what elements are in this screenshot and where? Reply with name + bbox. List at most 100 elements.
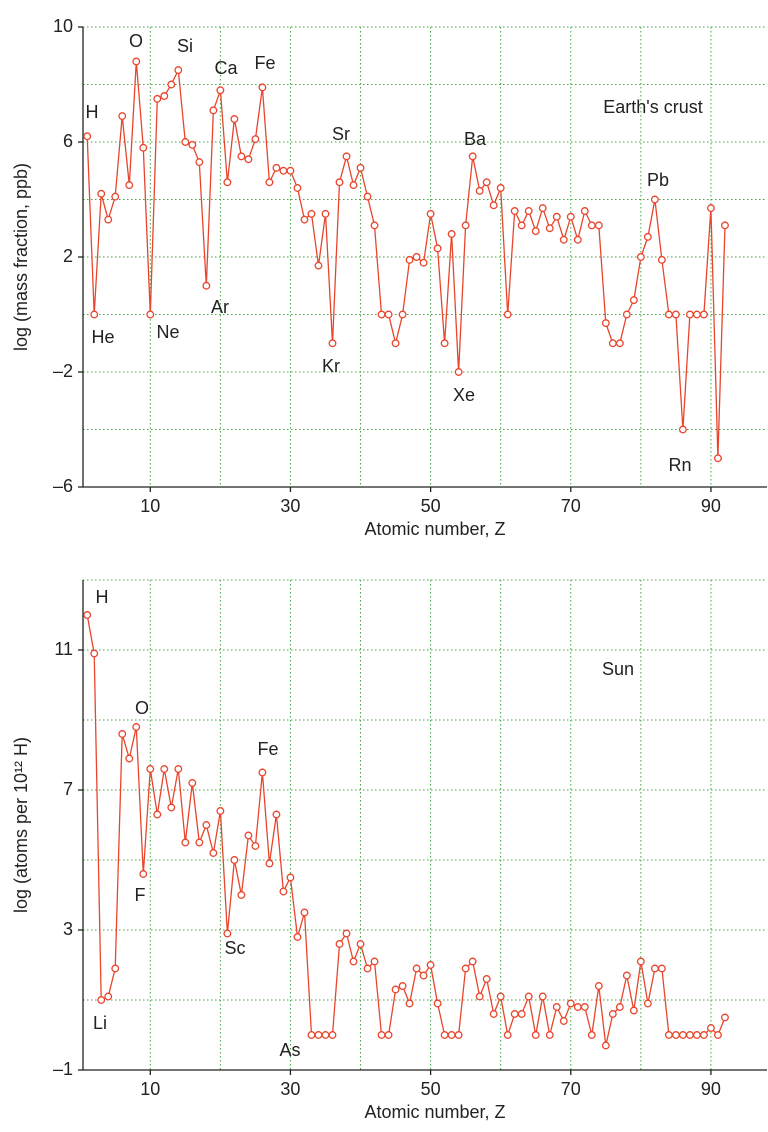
data-point [216,807,225,815]
data-point [251,135,260,144]
data-point [111,192,120,201]
data-point [531,1031,540,1039]
data-point [622,971,631,980]
data-point [314,261,323,270]
x-tick-label: 10 [140,1079,160,1099]
data-point [181,138,190,146]
data-point [132,57,141,66]
data-point [615,339,624,348]
data-point [454,368,463,376]
data-point [370,221,379,230]
annotation: Fe [254,53,275,73]
data-point [461,221,470,230]
data-point [300,215,309,224]
annotation: As [279,1040,300,1060]
data-point [258,768,267,777]
data-point [272,810,281,819]
data-point [188,140,197,149]
data-point [202,281,211,290]
data-point [279,887,288,896]
data-point [90,649,99,658]
data-point [412,964,421,973]
data-point [545,1031,554,1039]
data-point [153,810,162,819]
data-point [468,152,477,161]
data-point [552,212,561,221]
data-point [139,143,148,152]
data-point [111,964,120,973]
annotation: Ar [211,297,229,317]
y-tick-label: 3 [63,919,73,939]
data-point [475,186,484,195]
data-point [650,964,659,973]
data-point [174,66,183,75]
annotation: Sun [602,659,634,679]
data-point [678,1031,687,1039]
y-tick-label: 10 [53,16,73,36]
data-point [545,224,554,233]
data-point [195,838,204,847]
data-line [86,614,726,1046]
data-point [692,310,701,319]
data-point [671,310,680,319]
data-point [685,310,694,319]
data-point [363,964,372,973]
data-point [405,255,414,264]
data-point [503,1031,512,1039]
data-point [482,975,491,983]
data-point [139,870,148,878]
annotation: Rn [668,455,691,475]
data-point [503,310,512,319]
data-point [440,1031,449,1039]
x-axis-label: Atomic number, Z [364,519,505,539]
data-point [125,754,134,763]
annotation: Sr [332,124,350,144]
data-point [363,192,372,201]
data-point [721,1013,729,1022]
annotation: Pb [647,170,669,190]
data-point [384,1031,393,1039]
data-point [118,112,127,121]
data-point [384,310,393,319]
data-point [307,1031,316,1039]
data-point [608,339,617,348]
data-point [237,152,246,161]
data-point [377,310,386,319]
x-axis-label: Atomic number, Z [364,1102,505,1122]
data-point [230,856,239,864]
data-point [265,178,274,187]
x-tick-label: 90 [701,1079,721,1099]
data-point [90,310,99,319]
data-point [244,155,253,164]
data-point [622,310,631,319]
data-point [181,838,190,847]
annotation: Fe [257,739,278,759]
data-point [510,207,519,215]
data-point [706,1024,715,1032]
data-point [524,992,533,1001]
data-point [125,181,134,190]
data-point [146,310,155,319]
data-point [594,982,603,990]
data-point [657,964,666,973]
y-tick-label: 2 [63,246,73,266]
annotation: Sc [224,938,245,958]
data-point [188,779,197,787]
annotation: H [86,102,99,122]
data-point [328,339,337,348]
data-point [160,92,169,100]
data-point [559,1017,568,1025]
annotation: Li [93,1013,107,1033]
data-point [587,1031,596,1039]
data-point [265,859,274,868]
data-point [321,209,330,218]
data-point [412,253,421,261]
data-point [244,831,253,840]
data-point [594,221,603,230]
y-tick-label: –1 [53,1059,73,1079]
data-point [104,992,113,1001]
data-point [405,999,414,1008]
data-point [468,957,477,966]
data-point [524,207,533,215]
